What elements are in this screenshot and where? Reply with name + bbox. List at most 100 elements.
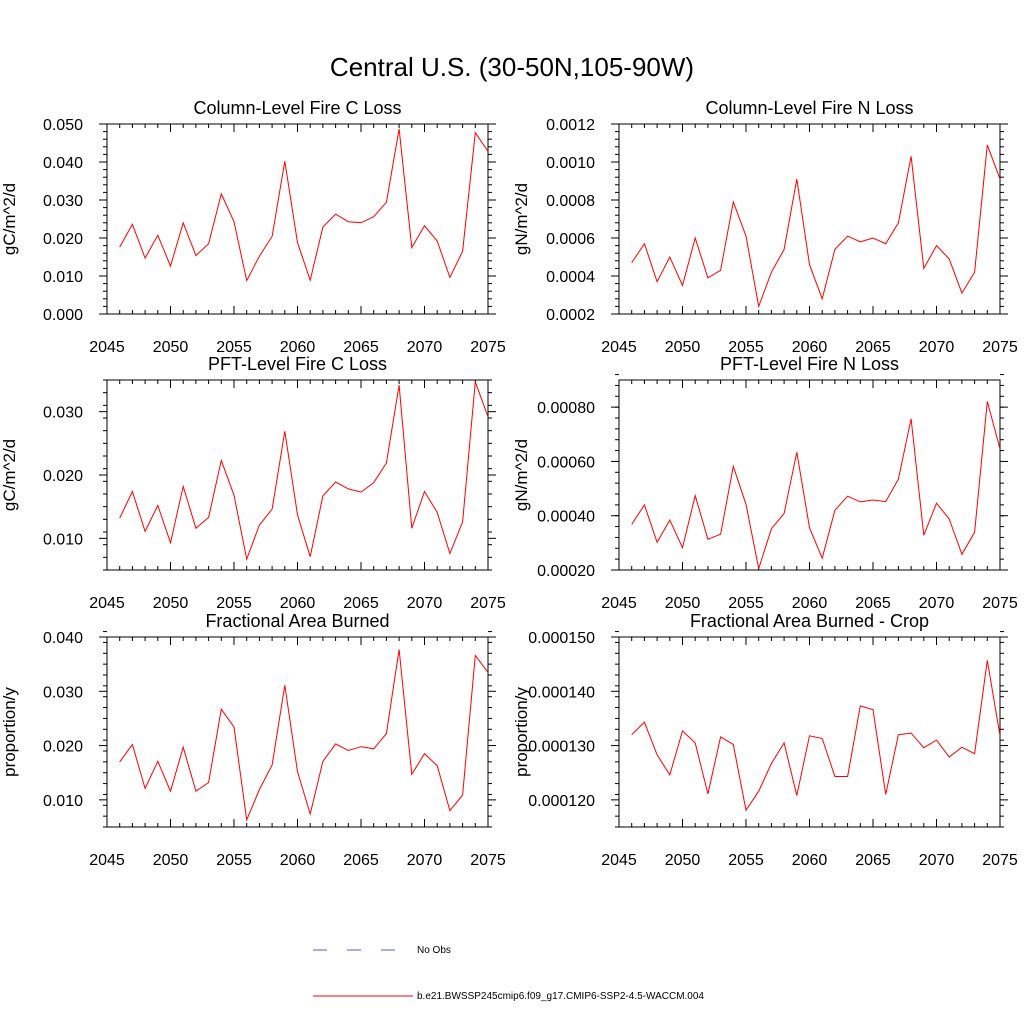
- x-tick-label: 2075: [470, 339, 506, 356]
- legend-label-no-obs: No Obs: [417, 945, 451, 956]
- x-tick-label: 2070: [407, 595, 443, 612]
- x-tick-label: 2070: [407, 852, 443, 869]
- y-tick-label: 0.0004: [546, 269, 595, 286]
- y-tick-label: 0.00080: [537, 400, 595, 417]
- plot-frame: [106, 379, 489, 571]
- y-tick-label: 0.0002: [546, 307, 595, 324]
- y-tick-label: 0.020: [43, 231, 83, 248]
- chart-panel-6: Fractional Area Burned - Crop proportion/…: [512, 611, 1018, 869]
- y-tick-label: 0.010: [43, 269, 83, 286]
- series-line-1: [119, 128, 488, 283]
- x-tick-label: 2060: [792, 339, 828, 356]
- x-tick-label: 2075: [982, 595, 1018, 612]
- legend-label-model: b.e21.BWSSP245cmip6.f09_g17.CMIP6-SSP2-4…: [417, 991, 704, 1002]
- x-tick-label: 2050: [153, 339, 189, 356]
- panel-title: Column-Level Fire N Loss: [705, 98, 913, 118]
- x-tick-label: 2055: [216, 852, 252, 869]
- legend: No Obs b.e21.BWSSP245cmip6.f09_g17.CMIP6…: [313, 945, 704, 1002]
- y-axis-label: gN/m^2/d: [512, 183, 531, 255]
- x-tick-label: 2075: [470, 595, 506, 612]
- y-tick-label: 0.000120: [528, 793, 595, 810]
- x-tick-label: 2045: [89, 852, 125, 869]
- x-tick-label: 2075: [982, 852, 1018, 869]
- x-tick-label: 2055: [728, 595, 764, 612]
- x-tick-label: 2065: [343, 852, 379, 869]
- y-tick-label: 0.020: [43, 468, 83, 485]
- x-tick-label: 2070: [919, 852, 955, 869]
- panel-title: Fractional Area Burned - Crop: [690, 611, 929, 631]
- y-tick-label: 0.0012: [546, 117, 595, 134]
- y-tick-label: 0.00040: [537, 509, 595, 526]
- x-tick-label: 2070: [407, 339, 443, 356]
- chart-panel-1: Column-Level Fire C Loss gC/m^2/d 2045 2050…: [0, 98, 506, 356]
- x-tick-label: 2050: [153, 852, 189, 869]
- series-line-1: [119, 649, 488, 822]
- series-line-1: [631, 144, 1000, 309]
- y-tick-label: 0.000130: [528, 739, 595, 756]
- panel-title: PFT-Level Fire N Loss: [720, 354, 899, 374]
- x-tick-label: 2045: [89, 595, 125, 612]
- y-tick-label: 0.0006: [546, 231, 595, 248]
- main-title: Central U.S. (30-50N,105-90W): [330, 52, 694, 82]
- x-tick-label: 2060: [792, 595, 828, 612]
- x-tick-label: 2075: [470, 852, 506, 869]
- x-tick-label: 2060: [280, 339, 316, 356]
- x-tick-label: 2045: [601, 852, 637, 869]
- y-tick-label: 0.040: [43, 630, 83, 647]
- x-tick-label: 2060: [280, 852, 316, 869]
- y-tick-label: 0.020: [43, 739, 83, 756]
- x-tick-label: 2070: [919, 595, 955, 612]
- x-tick-label: 2060: [792, 852, 828, 869]
- x-tick-label: 2050: [665, 595, 701, 612]
- y-tick-label: 0.010: [43, 793, 83, 810]
- y-axis-label: gC/m^2/d: [0, 183, 19, 255]
- x-tick-label: 2065: [855, 595, 891, 612]
- x-tick-label: 2050: [665, 339, 701, 356]
- y-tick-label: 0.00060: [537, 454, 595, 471]
- y-tick-label: 0.050: [43, 117, 83, 134]
- x-tick-label: 2055: [728, 339, 764, 356]
- y-tick-label: 0.040: [43, 155, 83, 172]
- x-tick-label: 2065: [343, 595, 379, 612]
- plot-frame: [618, 379, 1001, 571]
- y-tick-label: 0.000: [43, 307, 83, 324]
- x-tick-label: 2075: [982, 339, 1018, 356]
- series-line-1: [119, 381, 488, 562]
- x-tick-label: 2060: [280, 595, 316, 612]
- y-tick-label: 0.030: [43, 405, 83, 422]
- chart-panel-5: Fractional Area Burned proportion/y 2045 20…: [0, 611, 506, 869]
- y-tick-label: 0.00020: [537, 563, 595, 580]
- x-tick-label: 2055: [216, 595, 252, 612]
- x-tick-label: 2055: [216, 339, 252, 356]
- chart-panel-2: Column-Level Fire N Loss gN/m^2/d 2045 2050…: [512, 98, 1018, 356]
- x-tick-label: 2065: [855, 852, 891, 869]
- y-tick-label: 0.000140: [528, 684, 595, 701]
- x-tick-label: 2050: [665, 852, 701, 869]
- x-tick-label: 2045: [601, 339, 637, 356]
- y-tick-label: 0.0010: [546, 155, 595, 172]
- series-line-1: [631, 660, 1000, 812]
- panel-title: Column-Level Fire C Loss: [193, 98, 401, 118]
- x-tick-label: 2050: [153, 595, 189, 612]
- x-tick-label: 2045: [89, 339, 125, 356]
- x-tick-label: 2070: [919, 339, 955, 356]
- y-tick-label: 0.0008: [546, 193, 595, 210]
- panels: Column-Level Fire C Loss gC/m^2/d 2045 2050…: [0, 98, 1018, 869]
- plot-frame: [618, 123, 1001, 315]
- x-tick-label: 2045: [601, 595, 637, 612]
- y-axis-label: proportion/y: [0, 687, 19, 777]
- panel-title: Fractional Area Burned: [205, 611, 389, 631]
- x-tick-label: 2065: [855, 339, 891, 356]
- y-tick-label: 0.010: [43, 531, 83, 548]
- y-tick-label: 0.000150: [528, 630, 595, 647]
- panel-title: PFT-Level Fire C Loss: [208, 354, 387, 374]
- plot-frame: [618, 636, 1001, 828]
- series-line-1: [631, 401, 1000, 569]
- plot-frame: [106, 123, 489, 315]
- y-tick-label: 0.030: [43, 684, 83, 701]
- chart-panel-4: PFT-Level Fire N Loss gN/m^2/d 2045 2050 205…: [512, 354, 1018, 612]
- y-axis-label: gN/m^2/d: [512, 439, 531, 511]
- x-tick-label: 2065: [343, 339, 379, 356]
- y-tick-label: 0.030: [43, 193, 83, 210]
